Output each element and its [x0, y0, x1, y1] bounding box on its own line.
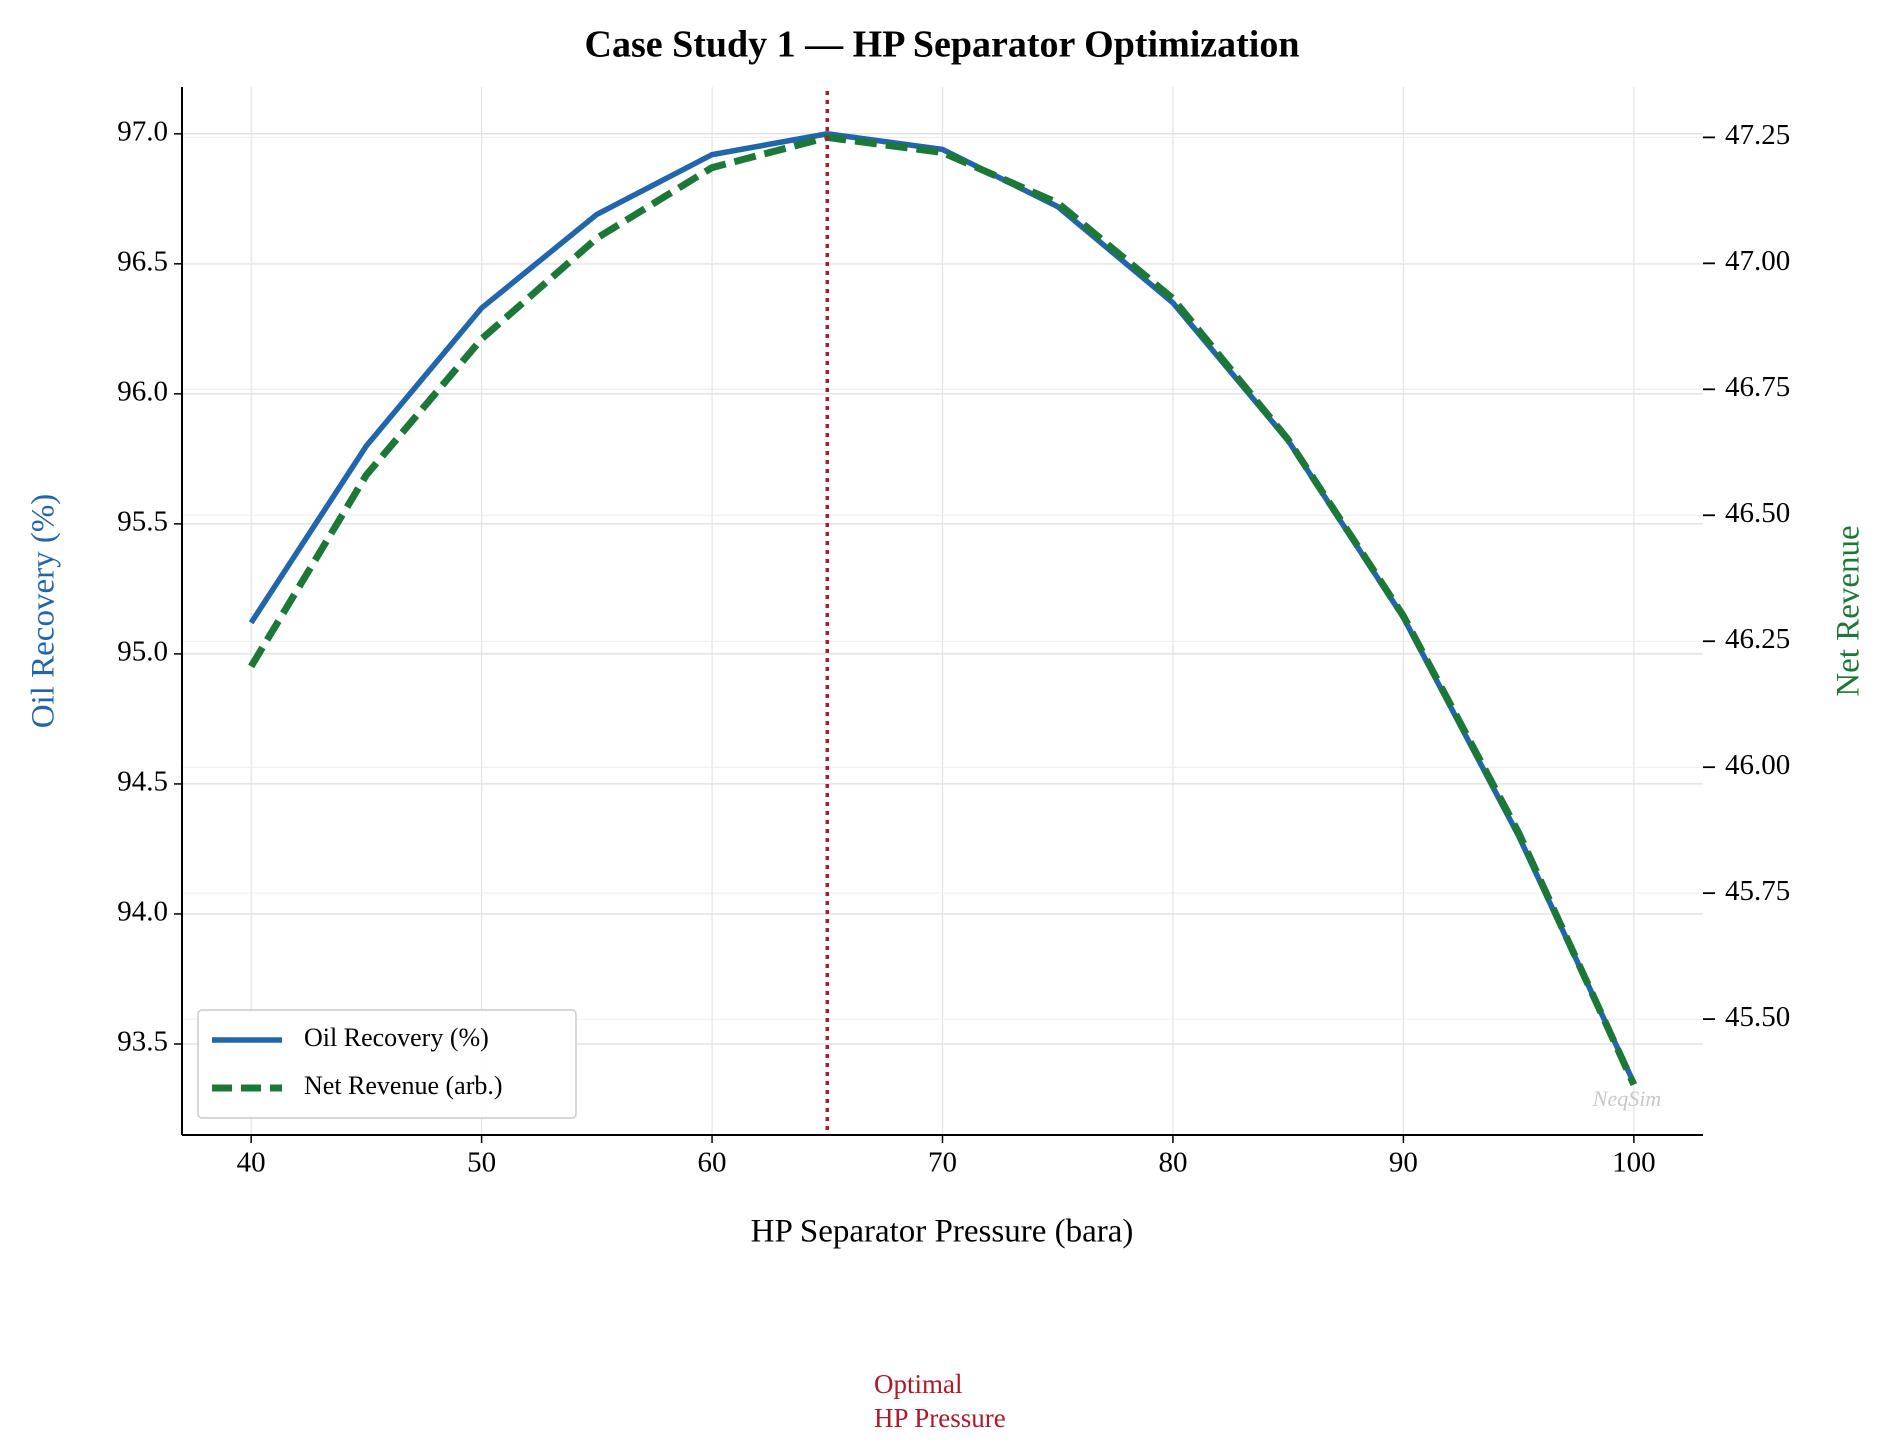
- x-tick-label: 60: [698, 1147, 727, 1179]
- legend-box: [197, 1009, 577, 1119]
- y-tick-label: 95.0: [117, 636, 168, 668]
- watermark: NeqSim: [1592, 1086, 1661, 1111]
- x-tick-label: 100: [1612, 1147, 1656, 1179]
- series-line: [248, 133, 1638, 1087]
- annotation: HP Pressure: [874, 1403, 1006, 1433]
- chart-title: Case Study 1 — HP Separator Optimization: [585, 24, 1300, 66]
- y2-tick-label: 46.25: [1725, 623, 1790, 655]
- x-tick-label: 70: [928, 1147, 957, 1179]
- y2-tick-label: 45.75: [1725, 875, 1790, 907]
- x-tick-label: 50: [467, 1147, 496, 1179]
- legend-label: Net Revenue (arb.): [304, 1071, 503, 1100]
- y2-tick-label: 45.50: [1725, 1001, 1790, 1033]
- y2-tick-label: 47.00: [1725, 245, 1790, 277]
- y2-tick-label: 46.00: [1725, 749, 1790, 781]
- y-axis-label: Oil Recovery (%): [26, 494, 62, 729]
- x-tick-label: 80: [1158, 1147, 1187, 1179]
- y-tick-label: 93.5: [117, 1026, 168, 1058]
- x-tick-label: 90: [1389, 1147, 1418, 1179]
- legend-label: Oil Recovery (%): [304, 1023, 489, 1052]
- y2-tick-label: 46.75: [1725, 371, 1790, 403]
- x-axis-label: HP Separator Pressure (bara): [751, 1214, 1134, 1250]
- y-tick-label: 94.0: [117, 896, 168, 928]
- y-tick-label: 94.5: [117, 766, 168, 798]
- y-tick-label: 95.5: [117, 506, 168, 538]
- y-tick-label: 96.5: [117, 245, 168, 277]
- y-tick-label: 96.0: [117, 376, 168, 408]
- x-tick-label: 40: [237, 1147, 266, 1179]
- y2-tick-label: 47.25: [1725, 119, 1790, 151]
- annotation: Optimal: [874, 1369, 963, 1399]
- y-tick-label: 97.0: [117, 115, 168, 147]
- y2-tick-label: 46.50: [1725, 497, 1790, 529]
- y2-axis-label: Net Revenue: [1831, 525, 1867, 696]
